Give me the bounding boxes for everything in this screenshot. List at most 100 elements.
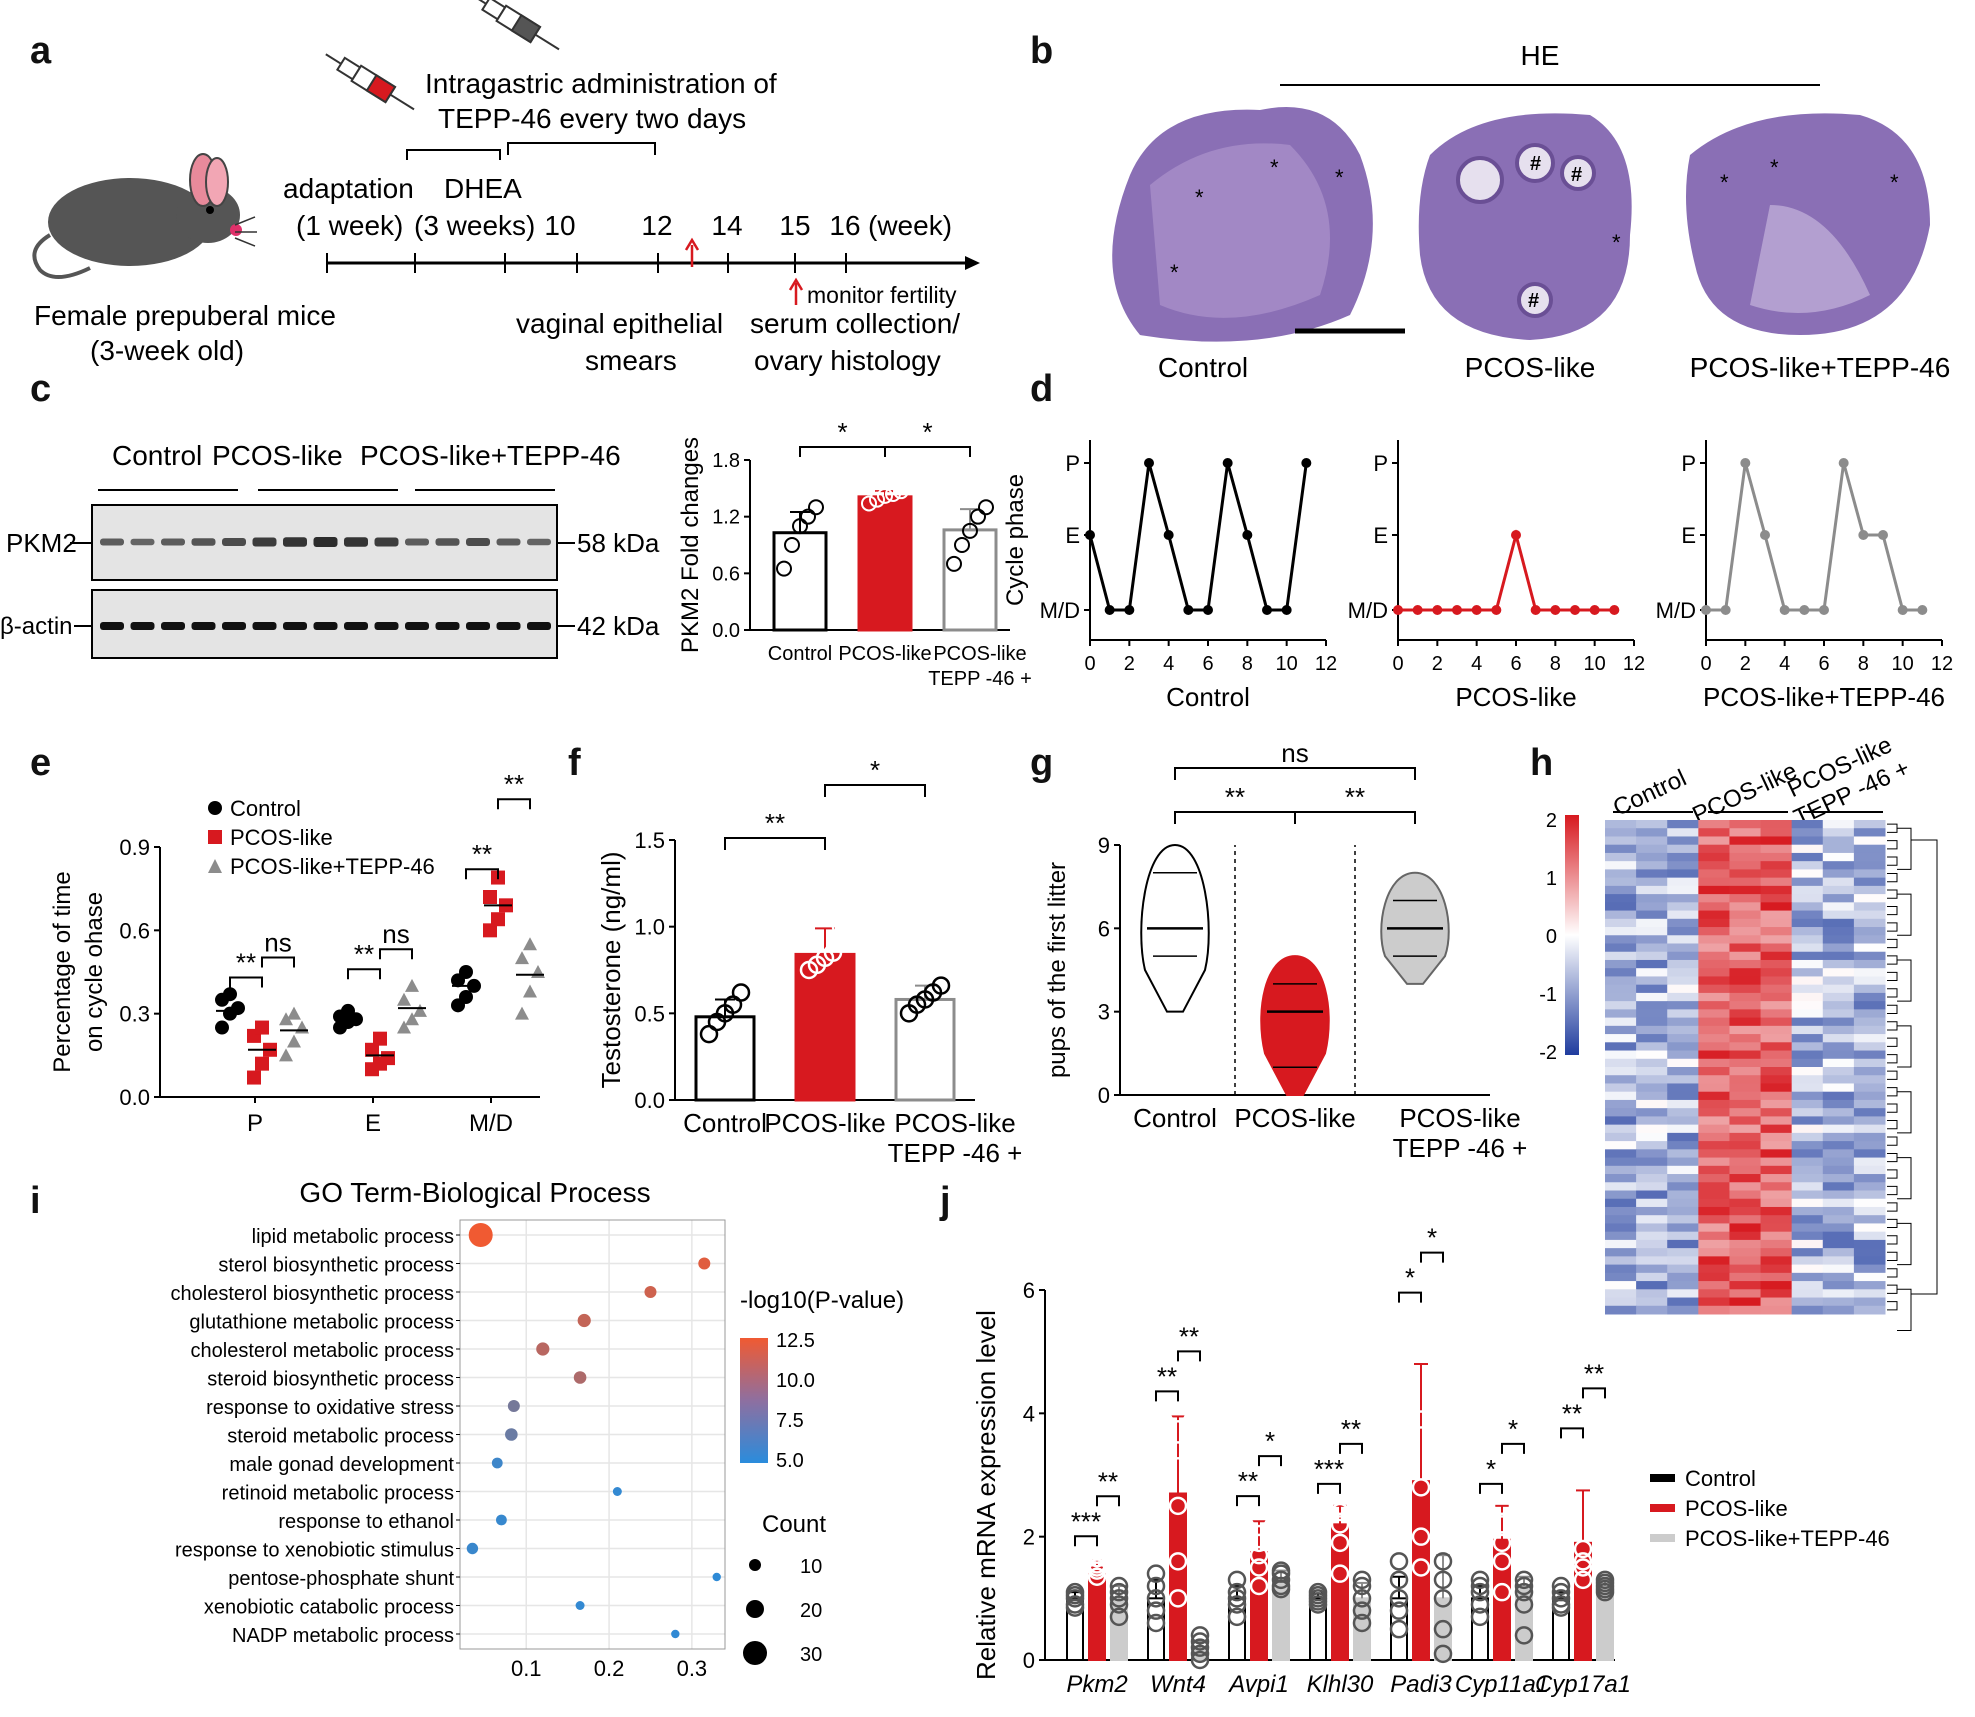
heatmap-cell bbox=[1636, 992, 1668, 1002]
heatmap-cell bbox=[1698, 968, 1730, 977]
heatmap-cell bbox=[1729, 902, 1762, 912]
size-legend-label: 30 bbox=[800, 1644, 822, 1666]
sig-label: ** bbox=[765, 808, 785, 838]
column-label: Control bbox=[1609, 765, 1691, 822]
x-tick-label: 4 bbox=[1779, 653, 1790, 675]
heatmap-cell bbox=[1822, 1289, 1855, 1299]
heatmap-cell bbox=[1636, 1182, 1668, 1191]
data-point bbox=[1573, 1441, 1593, 1460]
data-point bbox=[373, 1031, 387, 1046]
data-point bbox=[1551, 1589, 1571, 1608]
sig-bracket bbox=[229, 976, 263, 988]
data-point bbox=[1271, 1570, 1291, 1590]
sig-bracket bbox=[261, 956, 295, 968]
heatmap-cell bbox=[1698, 1198, 1730, 1208]
data-point bbox=[1352, 1601, 1372, 1620]
dendrogram-branch bbox=[1897, 1222, 1912, 1266]
data-point bbox=[255, 1056, 269, 1071]
term-label: xenobiotic catabolic process bbox=[204, 1597, 454, 1619]
dendrogram-branch bbox=[1887, 938, 1898, 949]
data-point bbox=[1573, 1552, 1593, 1571]
heatmap-cell bbox=[1698, 935, 1730, 944]
heatmap-cell bbox=[1667, 861, 1699, 870]
heatmap-cell bbox=[1698, 885, 1730, 895]
data-point bbox=[1799, 605, 1810, 615]
sig-label: ** bbox=[504, 769, 524, 799]
violin bbox=[1260, 955, 1330, 1096]
sig-bracket bbox=[1177, 1350, 1201, 1362]
heatmap-cell bbox=[1636, 1289, 1668, 1299]
data-point bbox=[1492, 1582, 1512, 1602]
heatmap-cell bbox=[1853, 828, 1886, 837]
heatmap-cell bbox=[1667, 1091, 1699, 1101]
heatmap-cell bbox=[1791, 992, 1824, 1002]
data-point bbox=[1491, 605, 1502, 615]
heatmap-cell bbox=[1729, 1182, 1762, 1191]
term-dot bbox=[466, 1542, 479, 1555]
data-point bbox=[1330, 1515, 1350, 1534]
heatmap-cell bbox=[1667, 1009, 1699, 1019]
sig-label: ** bbox=[1179, 1321, 1199, 1351]
heatmap-cell bbox=[1698, 1264, 1730, 1274]
heatmap-cell bbox=[1667, 902, 1699, 912]
heatmap-cell bbox=[1729, 1272, 1762, 1282]
data-point bbox=[1838, 458, 1849, 468]
heatmap-cell bbox=[1729, 959, 1762, 969]
sig-label: ** bbox=[472, 839, 492, 869]
heatmap-cell bbox=[1791, 1281, 1824, 1290]
heatmap-cell bbox=[1698, 1174, 1730, 1183]
heatmap-cell bbox=[1636, 1001, 1668, 1010]
data-point bbox=[1389, 1619, 1409, 1639]
y-tick-label: 9 bbox=[1098, 833, 1110, 858]
heatmap-cell bbox=[1605, 1305, 1637, 1315]
data-point bbox=[1471, 605, 1482, 615]
panel-label-e: e bbox=[30, 742, 52, 784]
sig-bracket bbox=[884, 446, 971, 457]
legend-label: PCOS-like bbox=[1685, 1496, 1788, 1521]
heatmap-cell bbox=[1636, 1141, 1668, 1150]
heatmap-cell bbox=[1791, 1075, 1824, 1084]
dendrogram-branch bbox=[1887, 873, 1898, 883]
x-tick-label: E bbox=[365, 1110, 381, 1137]
y-tick-label: E bbox=[1681, 523, 1696, 548]
x-tick-label: 8 bbox=[1242, 653, 1253, 675]
heatmap-cell bbox=[1729, 1281, 1762, 1290]
dendrogram-branch bbox=[1887, 889, 1898, 899]
data-point bbox=[1249, 1576, 1269, 1596]
heatmap-cell bbox=[1605, 828, 1637, 837]
heatmap-cell bbox=[1729, 1017, 1762, 1027]
heatmap-cell bbox=[1605, 935, 1637, 944]
heatmap-cell bbox=[1853, 959, 1886, 969]
heatmap-cell bbox=[1729, 951, 1762, 961]
heatmap-cell bbox=[1667, 1256, 1699, 1266]
heatmap-cell bbox=[1636, 1305, 1668, 1315]
heatmap-cell bbox=[1605, 1116, 1637, 1126]
data-point bbox=[1144, 458, 1154, 468]
x-tick-label: PCOS-like bbox=[764, 1108, 885, 1138]
heatmap-cell bbox=[1636, 836, 1668, 846]
blot-band bbox=[313, 622, 338, 630]
heatmap-cell bbox=[1636, 1009, 1668, 1019]
y-tick-label: 2 bbox=[1023, 1525, 1035, 1550]
heatmap-cell bbox=[1791, 1132, 1824, 1142]
heatmap-cell bbox=[1822, 1231, 1855, 1241]
y-axis-label: Testosterone (ng/ml) bbox=[596, 852, 626, 1089]
x-tick-label: 4 bbox=[1163, 653, 1174, 675]
heatmap-cell bbox=[1729, 1108, 1762, 1117]
heatmap-cell bbox=[1791, 861, 1824, 870]
serum-line2: ovary histology bbox=[754, 345, 941, 376]
data-point bbox=[1227, 1589, 1247, 1608]
heatmap-cell bbox=[1822, 1091, 1855, 1101]
heatmap-cell bbox=[1791, 1067, 1824, 1076]
heatmap-cell bbox=[1853, 877, 1886, 887]
heatmap-cell bbox=[1760, 869, 1793, 879]
blot-band bbox=[222, 622, 246, 630]
heatmap-cell bbox=[1667, 1297, 1699, 1307]
heatmap-cell bbox=[1605, 943, 1637, 953]
y-tick-label: 0.6 bbox=[712, 563, 740, 585]
he-group-control: Control bbox=[1158, 352, 1248, 383]
heatmap-cell bbox=[1667, 836, 1699, 846]
heatmap-cell bbox=[1729, 927, 1762, 936]
data-point bbox=[1433, 1552, 1453, 1571]
